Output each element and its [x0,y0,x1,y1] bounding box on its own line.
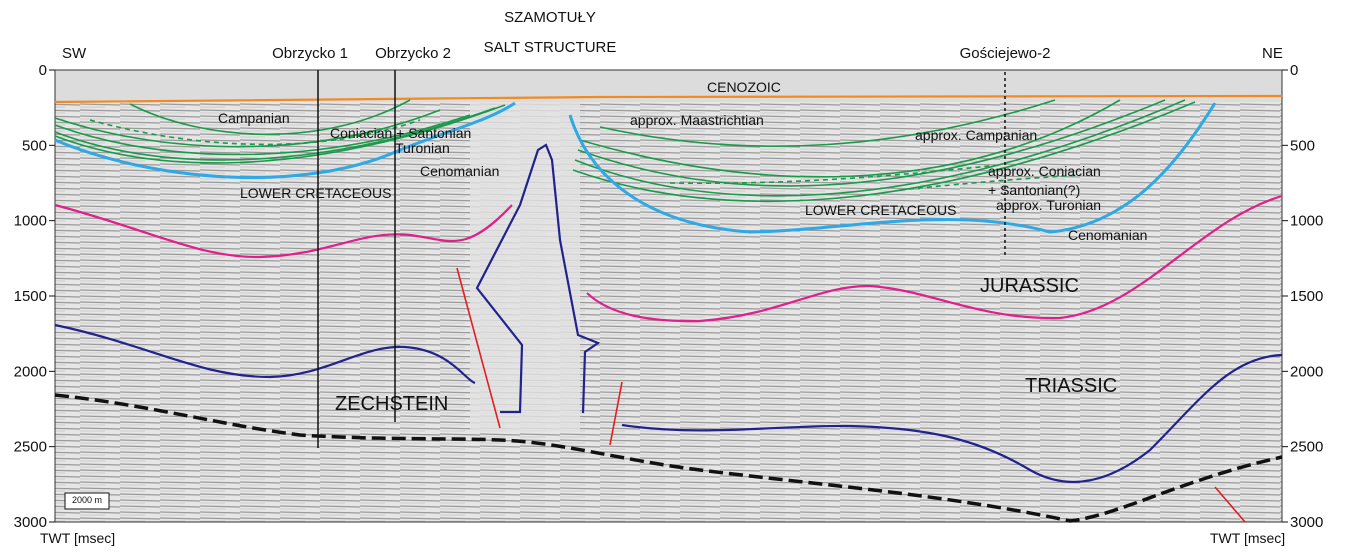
y-tick-label: 3000 [14,514,47,531]
title-line1: SZAMOTUŁY [504,9,596,26]
axis-ticks: 0 0 500 500 1000 1000 1500 1500 2000 2000 2500 2500… [14,62,1324,531]
y-tick-label: 1000 [14,213,47,230]
title-line2: SALT STRUCTURE [484,39,617,56]
unit-label: LOWER CRETACEOUS [240,185,391,201]
well-label: Gościejewo-2 [960,45,1051,62]
well-label: Obrzycko 2 [375,45,451,62]
y-tick-label: 2000 [1290,363,1323,380]
unit-label: Cenomanian [1068,227,1147,243]
axis-label: TWT [msec] [40,530,115,546]
salt-zone [470,102,580,432]
cenozoic-base [54,94,1283,104]
wells [317,70,1006,448]
unit-label: Campanian [218,110,290,126]
y-tick-label: 3000 [1290,514,1323,531]
horizons [54,94,1283,523]
y-tick-label: 500 [1290,137,1315,154]
y-tick-label: 2500 [1290,439,1323,456]
y-tick-label: 1500 [14,288,47,305]
unit-label: Coniacian + Santonian [330,125,471,141]
scale-bar [64,492,110,510]
y-tick-label: 1000 [1290,213,1323,230]
axis-label: TWT [msec] [1210,530,1285,546]
unit-label: Cenomanian [420,163,499,179]
seismic-background [55,70,1282,522]
y-tick-label: 1500 [1290,288,1323,305]
unit-label: approx. Maastrichtian [630,112,764,128]
well-label: Obrzycko 1 [272,45,348,62]
unit-label: + Santonian(?) [988,182,1080,198]
unit-label: ZECHSTEIN [335,393,448,415]
unit-label: approx. Turonian [996,197,1101,213]
unit-label: LOWER CRETACEOUS [805,202,956,218]
y-tick-label: 0 [39,62,47,79]
y-tick-label: 2000 [14,363,47,380]
unit-label: approx. Campanian [915,127,1037,143]
y-tick-label: 2500 [14,439,47,456]
y-tick-label: 0 [1290,62,1298,79]
y-tick-label: 500 [22,137,47,154]
unit-label: CENOZOIC [707,79,781,95]
unit-label: TRIASSIC [1025,375,1117,397]
sw-label: SW [62,45,87,62]
unit-label: approx. Coniacian [988,163,1101,179]
ne-label: NE [1262,45,1283,62]
unit-label: Turonian [395,140,450,156]
unit-label: JURASSIC [980,275,1079,297]
scale-bar-label: 2000 m [72,495,102,505]
